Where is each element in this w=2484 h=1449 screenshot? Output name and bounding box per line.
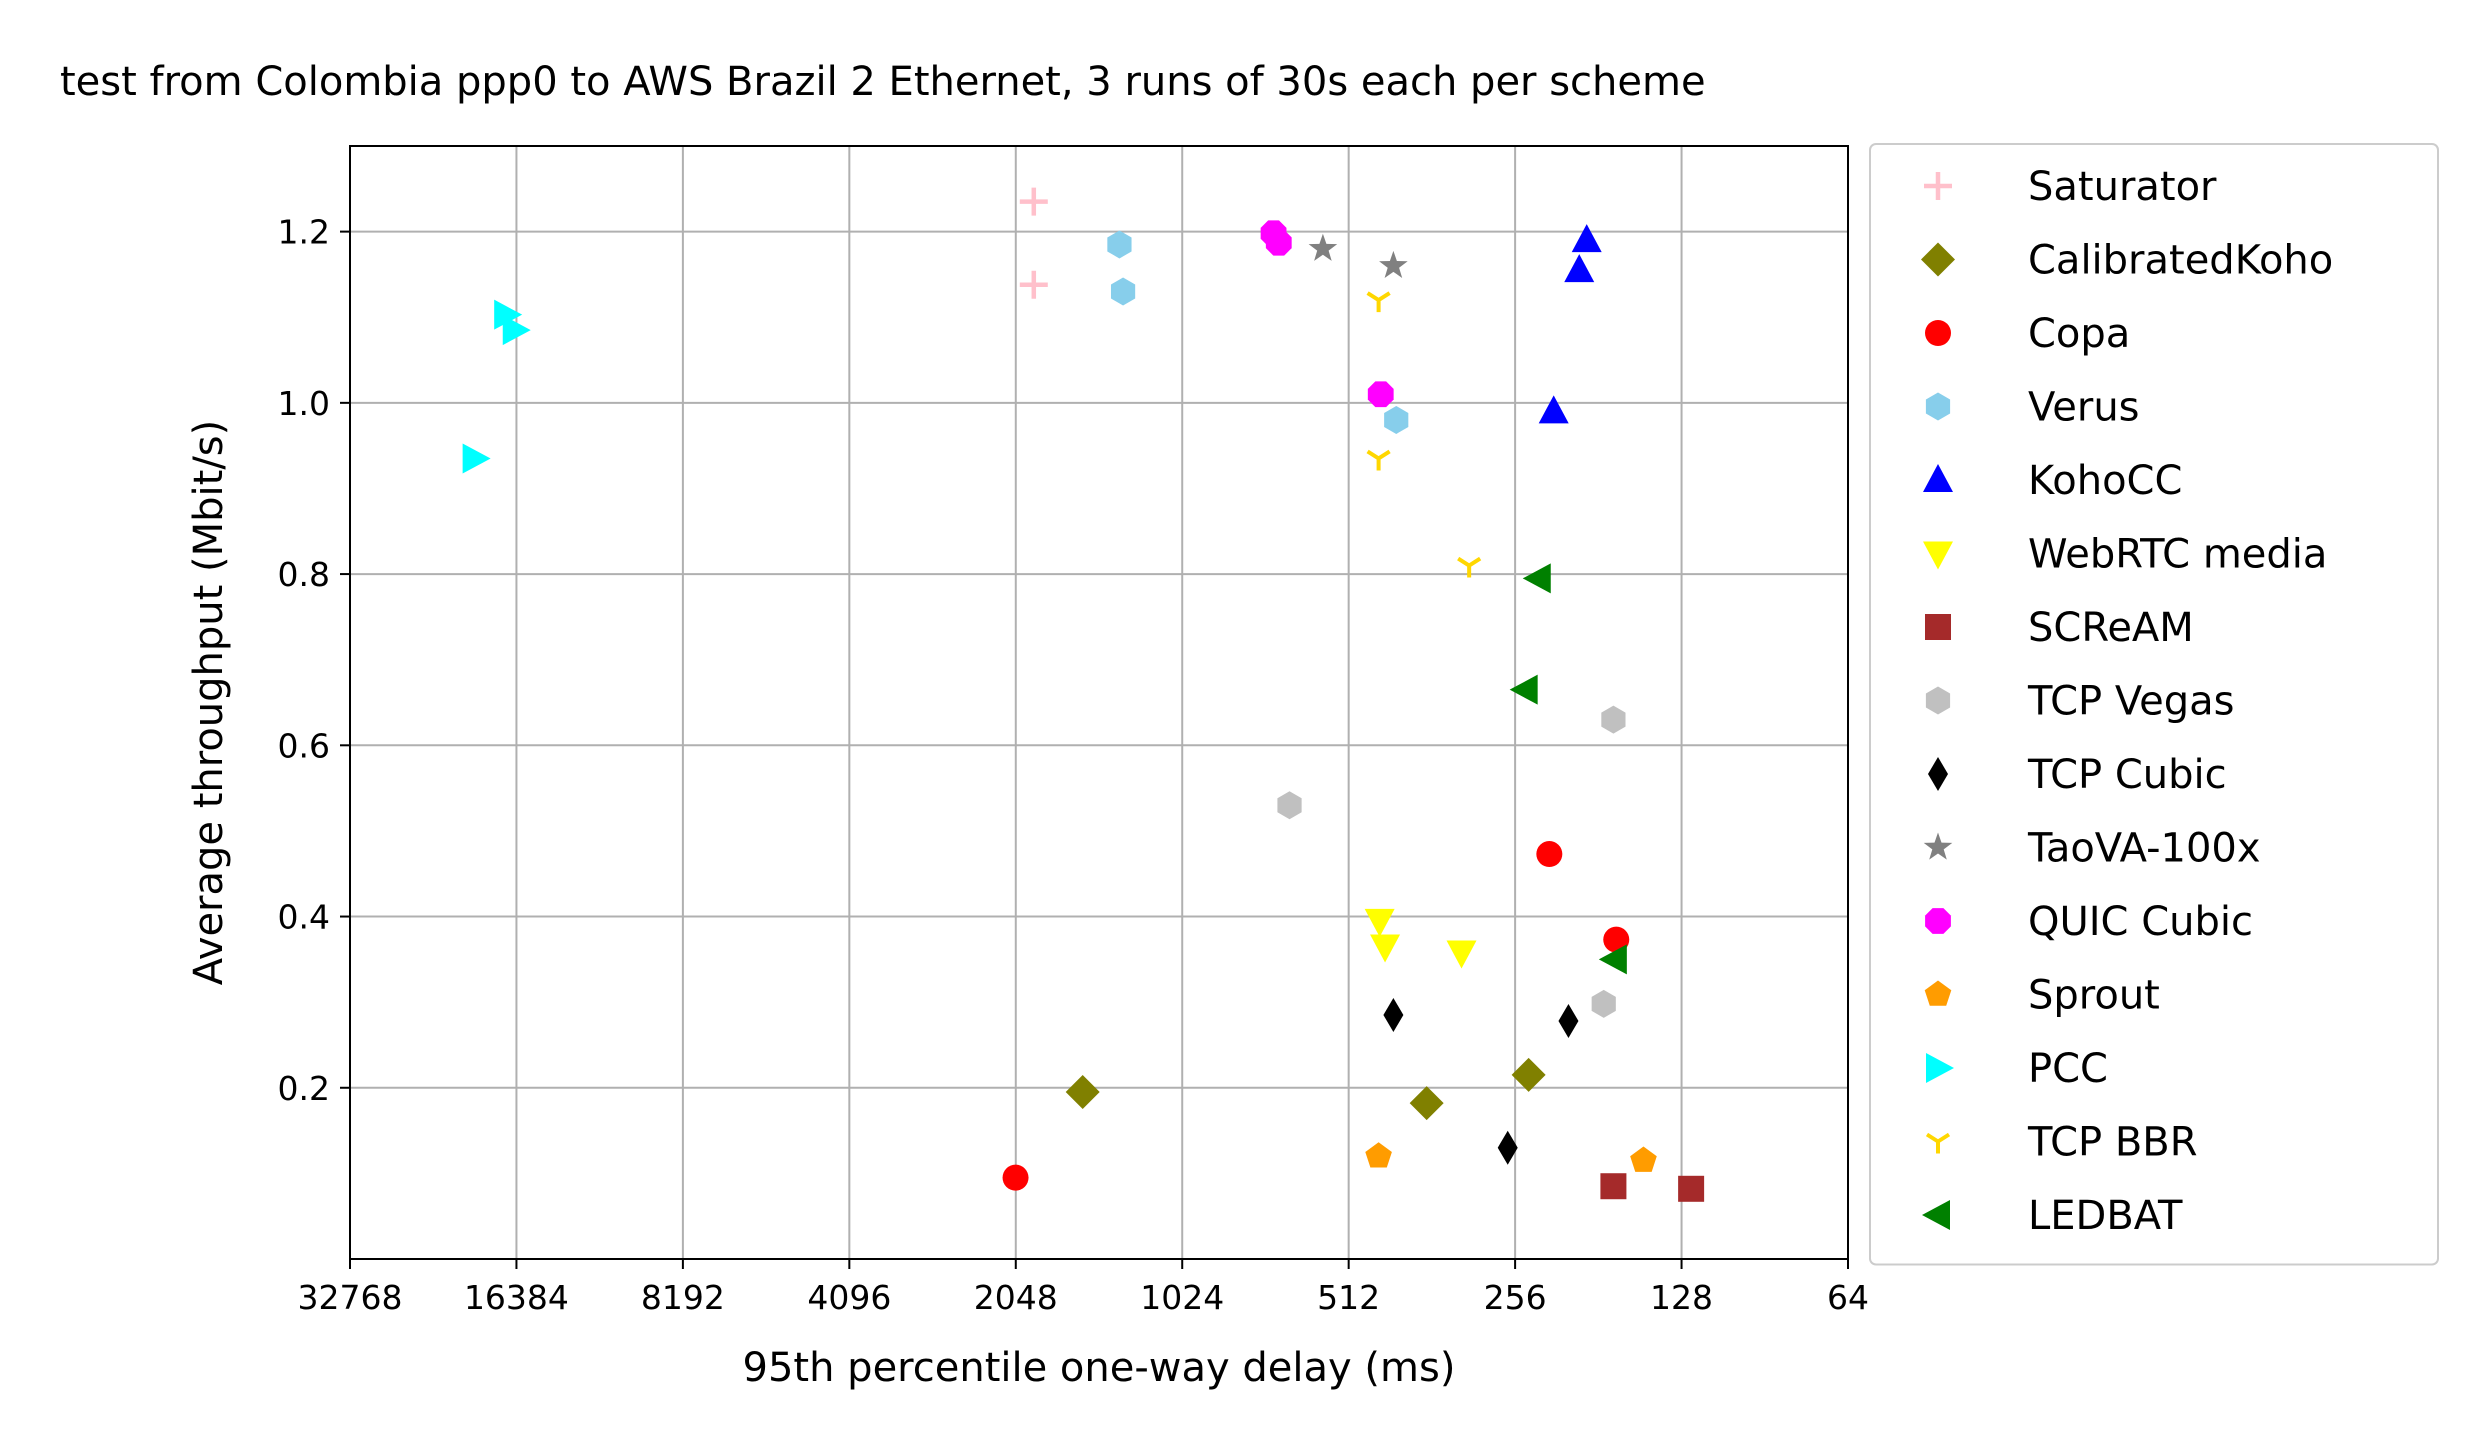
x-tick-label: 64	[1827, 1278, 1869, 1317]
y-axis-label: Average throughput (Mbit/s)	[186, 420, 232, 986]
legend-entry: PCC	[2028, 1046, 2108, 1092]
x-axis-ticks: 32768 16384 8192 4096 2048 1024 512 256 128 64	[298, 1259, 1869, 1317]
data-point	[1564, 254, 1595, 283]
data-point	[1367, 381, 1394, 408]
legend-marker	[1923, 464, 1953, 492]
y-tick-label: 1.0	[278, 384, 330, 423]
data-point	[1601, 705, 1626, 734]
legend-marker	[1928, 757, 1948, 791]
legend-marker	[1923, 541, 1953, 570]
x-tick-label: 8192	[641, 1278, 725, 1317]
data-point	[1571, 224, 1602, 253]
data-point	[1379, 250, 1408, 278]
data-point	[1107, 230, 1132, 259]
legend-marker	[1926, 1053, 1954, 1083]
legend-marker	[1924, 172, 1952, 200]
y-tick-label: 0.8	[278, 555, 330, 594]
x-tick-label: 4096	[807, 1278, 891, 1317]
data-point	[1511, 1057, 1546, 1092]
data-point	[1603, 926, 1630, 953]
legend-entry: WebRTC media	[2028, 532, 2327, 578]
x-tick-label: 512	[1317, 1278, 1380, 1317]
legend-entry: LEDBAT	[2028, 1193, 2183, 1239]
legend-marker	[1921, 242, 1955, 277]
legend-marker	[1922, 1200, 1950, 1230]
legend-entry: SCReAM	[2028, 605, 2194, 651]
data-point	[1558, 1003, 1579, 1038]
data-point	[1591, 989, 1616, 1018]
legend-entry: KohoCC	[2028, 458, 2182, 504]
data-point	[1409, 1086, 1444, 1121]
x-tick-label: 256	[1484, 1278, 1547, 1317]
legend-marker	[1924, 980, 1952, 1006]
legend-entry: QUIC Cubic	[2028, 899, 2253, 945]
legend-entry: CalibratedKoho	[2028, 238, 2333, 284]
data-point	[1110, 277, 1136, 306]
data-point	[1678, 1175, 1705, 1202]
legend-marker	[1925, 686, 1951, 715]
data-point	[1600, 1173, 1627, 1200]
x-tick-label: 16384	[464, 1278, 569, 1317]
plot-frame	[349, 145, 1849, 1260]
y-tick-label: 0.4	[278, 898, 330, 937]
legend-marker	[1923, 832, 1953, 860]
data-point	[1446, 940, 1477, 969]
y-tick-label: 0.6	[278, 726, 330, 765]
data-point	[1366, 449, 1391, 471]
legend: Saturator CalibratedKoho Copa Verus KohoCC We…	[1869, 143, 2439, 1266]
data-point	[1366, 291, 1391, 313]
data-points	[462, 187, 1705, 1202]
data-point	[1497, 1130, 1518, 1165]
data-point	[1065, 1075, 1100, 1110]
data-point	[1457, 556, 1482, 578]
data-point	[1308, 233, 1338, 261]
legend-marker	[1925, 392, 1951, 421]
legend-marker	[1925, 1132, 1951, 1154]
data-point	[1598, 944, 1627, 975]
data-point	[1522, 563, 1551, 594]
data-point	[1019, 270, 1048, 299]
data-point	[1370, 934, 1401, 963]
y-axis-ticks: 0.2 0.4 0.6 0.8 1.0 1.2	[278, 213, 350, 1108]
legend-entry: Copa	[2028, 311, 2130, 357]
legend-entry: TCP BBR	[2027, 1120, 2198, 1166]
data-point	[1365, 1142, 1392, 1168]
data-point	[1002, 1164, 1029, 1191]
data-point	[462, 443, 491, 474]
x-tick-label: 32768	[298, 1278, 403, 1317]
data-point	[502, 315, 531, 346]
x-axis-label: 95th percentile one-way delay (ms)	[743, 1345, 1456, 1391]
legend-marker	[1925, 320, 1951, 346]
x-tick-label: 2048	[974, 1278, 1058, 1317]
grid-lines	[349, 146, 1849, 1259]
data-point	[1630, 1146, 1657, 1172]
data-point	[1509, 674, 1538, 705]
legend-frame	[1869, 143, 2439, 1266]
legend-entry: Saturator	[2028, 164, 2217, 210]
legend-marker	[1925, 908, 1951, 934]
x-tick-label: 1024	[1140, 1278, 1224, 1317]
data-point	[1265, 229, 1292, 256]
legend-entry: TaoVA-100x	[2027, 826, 2261, 872]
legend-entry: TCP Vegas	[2027, 679, 2234, 725]
data-point	[1277, 791, 1302, 820]
data-point	[1383, 997, 1404, 1032]
data-point	[1536, 841, 1563, 868]
legend-entry: Verus	[2028, 385, 2140, 431]
y-tick-label: 0.2	[278, 1069, 330, 1108]
data-point	[1538, 395, 1569, 424]
legend-entry: TCP Cubic	[2027, 752, 2227, 798]
chart-title: test from Colombia ppp0 to AWS Brazil 2 …	[60, 59, 1706, 105]
legend-marker	[1925, 614, 1951, 640]
data-point	[1384, 405, 1409, 434]
data-point	[1364, 908, 1395, 937]
legend-entry: Sprout	[2028, 973, 2160, 1019]
data-point	[494, 299, 523, 330]
x-tick-label: 128	[1650, 1278, 1713, 1317]
y-tick-label: 1.2	[278, 213, 330, 252]
data-point	[1019, 187, 1048, 216]
